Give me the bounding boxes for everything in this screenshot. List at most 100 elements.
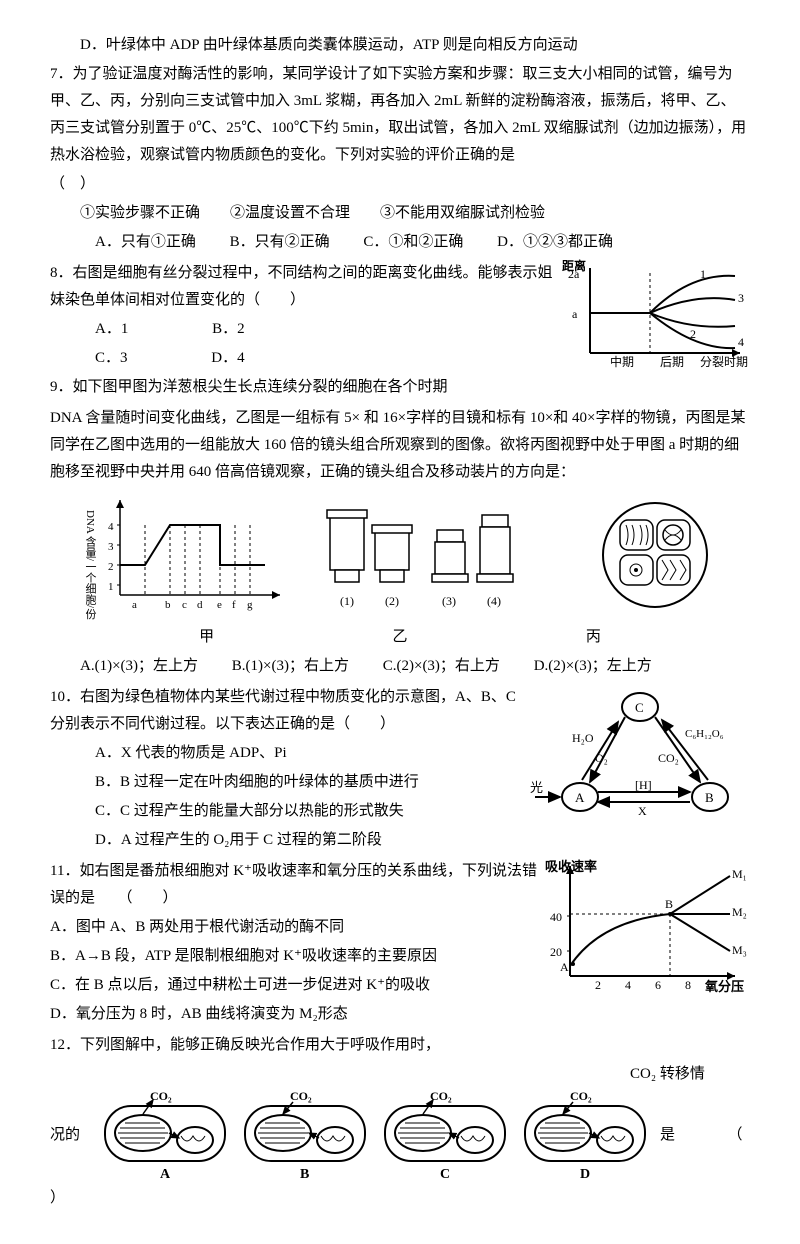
q11-b: B．A→B 段，ATP 是限制根细胞对 K⁺吸收速率的主要原因	[50, 943, 540, 970]
q9-stem-head: 9．如下图甲图为洋葱根尖生长点连续分裂的细胞在各个时期	[50, 374, 560, 401]
svg-text:A: A	[575, 790, 585, 805]
q10-a: A．X 代表的物质是 ADP、Pi	[50, 740, 530, 767]
svg-text:距离: 距离	[562, 258, 586, 273]
svg-text:H₂O: H₂O	[572, 731, 594, 745]
svg-text:C: C	[440, 1167, 450, 1182]
q10-row: 10．右图为绿色植物体内某些代谢过程中物质变化的示意图，A、B、C 分别表示不同…	[50, 682, 750, 856]
svg-text:D: D	[580, 1167, 590, 1182]
svg-text:[H]: [H]	[635, 778, 652, 792]
svg-text:CO₂: CO₂	[570, 1089, 592, 1103]
svg-text:(3): (3)	[442, 594, 456, 608]
q11-stem: 11．如右图是番茄根细胞对 K⁺吸收速率和氧分压的关系曲线，下列说法错误的是 （…	[50, 858, 540, 912]
q11-row: 11．如右图是番茄根细胞对 K⁺吸收速率和氧分压的关系曲线，下列说法错误的是 （…	[50, 856, 750, 1030]
q11-a: A．图中 A、B 两处用于根代谢活动的酶不同	[50, 914, 540, 941]
q7-opt-a: A．只有①正确	[95, 229, 196, 256]
q10-figure: C A B H₂O O₂ CO₂ C₆H₁₂O₆ [H] X 光	[530, 682, 750, 832]
svg-text:B: B	[665, 897, 673, 911]
q9-figures: DNA 含量/一个细胞/份 1 2 3 4 a b c d e	[50, 490, 750, 620]
q7-opt-d: D．①②③都正确	[497, 229, 613, 256]
svg-text:O₂: O₂	[595, 751, 608, 765]
svg-text:M₁: M₁	[732, 867, 747, 881]
svg-text:C₆H₁₂O₆: C₆H₁₂O₆	[685, 728, 724, 740]
q9-opt-a: A.(1)×(3)；左上方	[80, 653, 198, 680]
svg-text:d: d	[197, 599, 203, 611]
svg-text:CO₂: CO₂	[290, 1089, 312, 1103]
svg-text:6: 6	[655, 978, 661, 992]
svg-text:CO₂: CO₂	[658, 751, 679, 765]
q11-figure: 吸收速率 氧分压 20 40 2 4 6 8 A B M₁	[540, 856, 750, 1001]
svg-text:DNA 含量/一个细胞/份: DNA 含量/一个细胞/份	[84, 510, 97, 620]
svg-text:4: 4	[738, 335, 744, 349]
q10-b: B．B 过程一定在叶肉细胞的叶绿体的基质中进行	[50, 769, 530, 796]
q9-label-yi: 乙	[392, 624, 407, 651]
q7-subs: ①实验步骤不正确 ②温度设置不合理 ③不能用双缩脲试剂检验	[50, 200, 750, 227]
q11-d: D．氧分压为 8 时，AB 曲线将演变为 M₂形态	[50, 1001, 540, 1028]
svg-text:中期: 中期	[610, 354, 634, 368]
q7-options: A．只有①正确 B．只有②正确 C．①和②正确 D．①②③都正确	[50, 229, 750, 256]
svg-text:g: g	[247, 599, 253, 611]
svg-text:2: 2	[595, 978, 601, 992]
svg-text:X: X	[638, 804, 647, 818]
svg-text:M₃: M₃	[732, 943, 747, 957]
svg-text:CO₂: CO₂	[150, 1089, 172, 1103]
q11-c: C．在 B 点以后，通过中耕松土可进一步促进对 K⁺的吸收	[50, 972, 540, 999]
q8-options-2: C．3 D．4	[50, 345, 560, 372]
q8-opt-b: B．2	[212, 316, 245, 343]
q8-stem: 8．右图是细胞有丝分裂过程中，不同结构之间的距离变化曲线。能够表示姐妹染色单体间…	[50, 260, 560, 314]
svg-text:a: a	[572, 307, 578, 321]
q6-option-d: D．叶绿体中 ADP 由叶绿体基质向类囊体膜运动，ATP 则是向相反方向运动	[50, 32, 750, 59]
svg-text:M₂: M₂	[732, 905, 747, 919]
svg-text:分裂时期: 分裂时期	[700, 355, 748, 368]
q9-stem-body: DNA 含量随时间变化曲线，乙图是一组标有 5× 和 16×字样的目镜和标有 1…	[50, 405, 750, 486]
q12-tail-row: CO₂ 转移情	[50, 1061, 750, 1088]
q7-paren: （ ）	[50, 171, 750, 198]
svg-text:A: A	[560, 960, 569, 974]
svg-text:a: a	[132, 599, 137, 611]
q9-fig-labels: 甲 乙 丙	[50, 624, 750, 651]
q12-tail3: 是 （	[660, 1122, 750, 1149]
svg-text:后期: 后期	[660, 355, 684, 368]
svg-text:c: c	[182, 599, 187, 611]
q8-opt-c: C．3	[95, 345, 128, 372]
svg-text:4: 4	[108, 521, 114, 533]
svg-text:A: A	[160, 1167, 171, 1182]
svg-text:(4): (4)	[487, 594, 501, 608]
svg-text:B: B	[300, 1167, 309, 1182]
svg-text:3: 3	[108, 541, 114, 553]
q7-opt-b: B．只有②正确	[230, 229, 330, 256]
q7-stem: 7．为了验证温度对酶活性的影响，某同学设计了如下实验方案和步骤：取三支大小相同的…	[50, 61, 750, 169]
svg-text:f: f	[232, 599, 236, 611]
q9-label-bing: 丙	[586, 624, 601, 651]
q7-opt-c: C．①和②正确	[363, 229, 463, 256]
svg-text:40: 40	[550, 910, 562, 924]
svg-text:3: 3	[738, 291, 744, 305]
svg-text:2: 2	[108, 561, 114, 573]
svg-text:20: 20	[550, 945, 562, 959]
svg-text:b: b	[165, 599, 171, 611]
q8-opt-d: D．4	[211, 345, 244, 372]
svg-text:(2): (2)	[385, 594, 399, 608]
q8-options: A．1 B．2	[50, 316, 560, 343]
q10-d: D．A 过程产生的 O₂用于 C 过程的第二阶段	[50, 827, 530, 854]
svg-text:吸收速率: 吸收速率	[545, 859, 597, 874]
svg-text:8: 8	[685, 978, 691, 992]
svg-text:光: 光	[530, 780, 543, 795]
svg-text:4: 4	[625, 978, 631, 992]
q9-opt-d: D.(2)×(3)；左上方	[534, 653, 652, 680]
q8-opt-a: A．1	[95, 316, 128, 343]
q9-label-jia: 甲	[199, 624, 214, 651]
q9-opt-b: B.(1)×(3)；右上方	[232, 653, 349, 680]
q12-figures-row: 况的	[50, 1088, 750, 1183]
q12-stem: 12．下列图解中，能够正确反映光合作用大于呼吸作用时，	[50, 1032, 750, 1059]
svg-text:(1): (1)	[340, 594, 354, 608]
svg-text:CO₂: CO₂	[430, 1089, 452, 1103]
svg-text:B: B	[705, 790, 714, 805]
svg-text:1: 1	[108, 581, 114, 593]
q8-figure: 2a a 距离 1 3 2 4 中期 后期 分裂时期	[560, 258, 750, 368]
svg-text:1: 1	[700, 267, 706, 281]
svg-text:C: C	[635, 700, 644, 715]
svg-text:e: e	[217, 599, 222, 611]
q9-options: A.(1)×(3)；左上方 B.(1)×(3)；右上方 C.(2)×(3)；右上…	[50, 653, 750, 680]
q12-tail2: 况的	[50, 1122, 100, 1149]
q8-row: 8．右图是细胞有丝分裂过程中，不同结构之间的距离变化曲线。能够表示姐妹染色单体间…	[50, 258, 750, 403]
